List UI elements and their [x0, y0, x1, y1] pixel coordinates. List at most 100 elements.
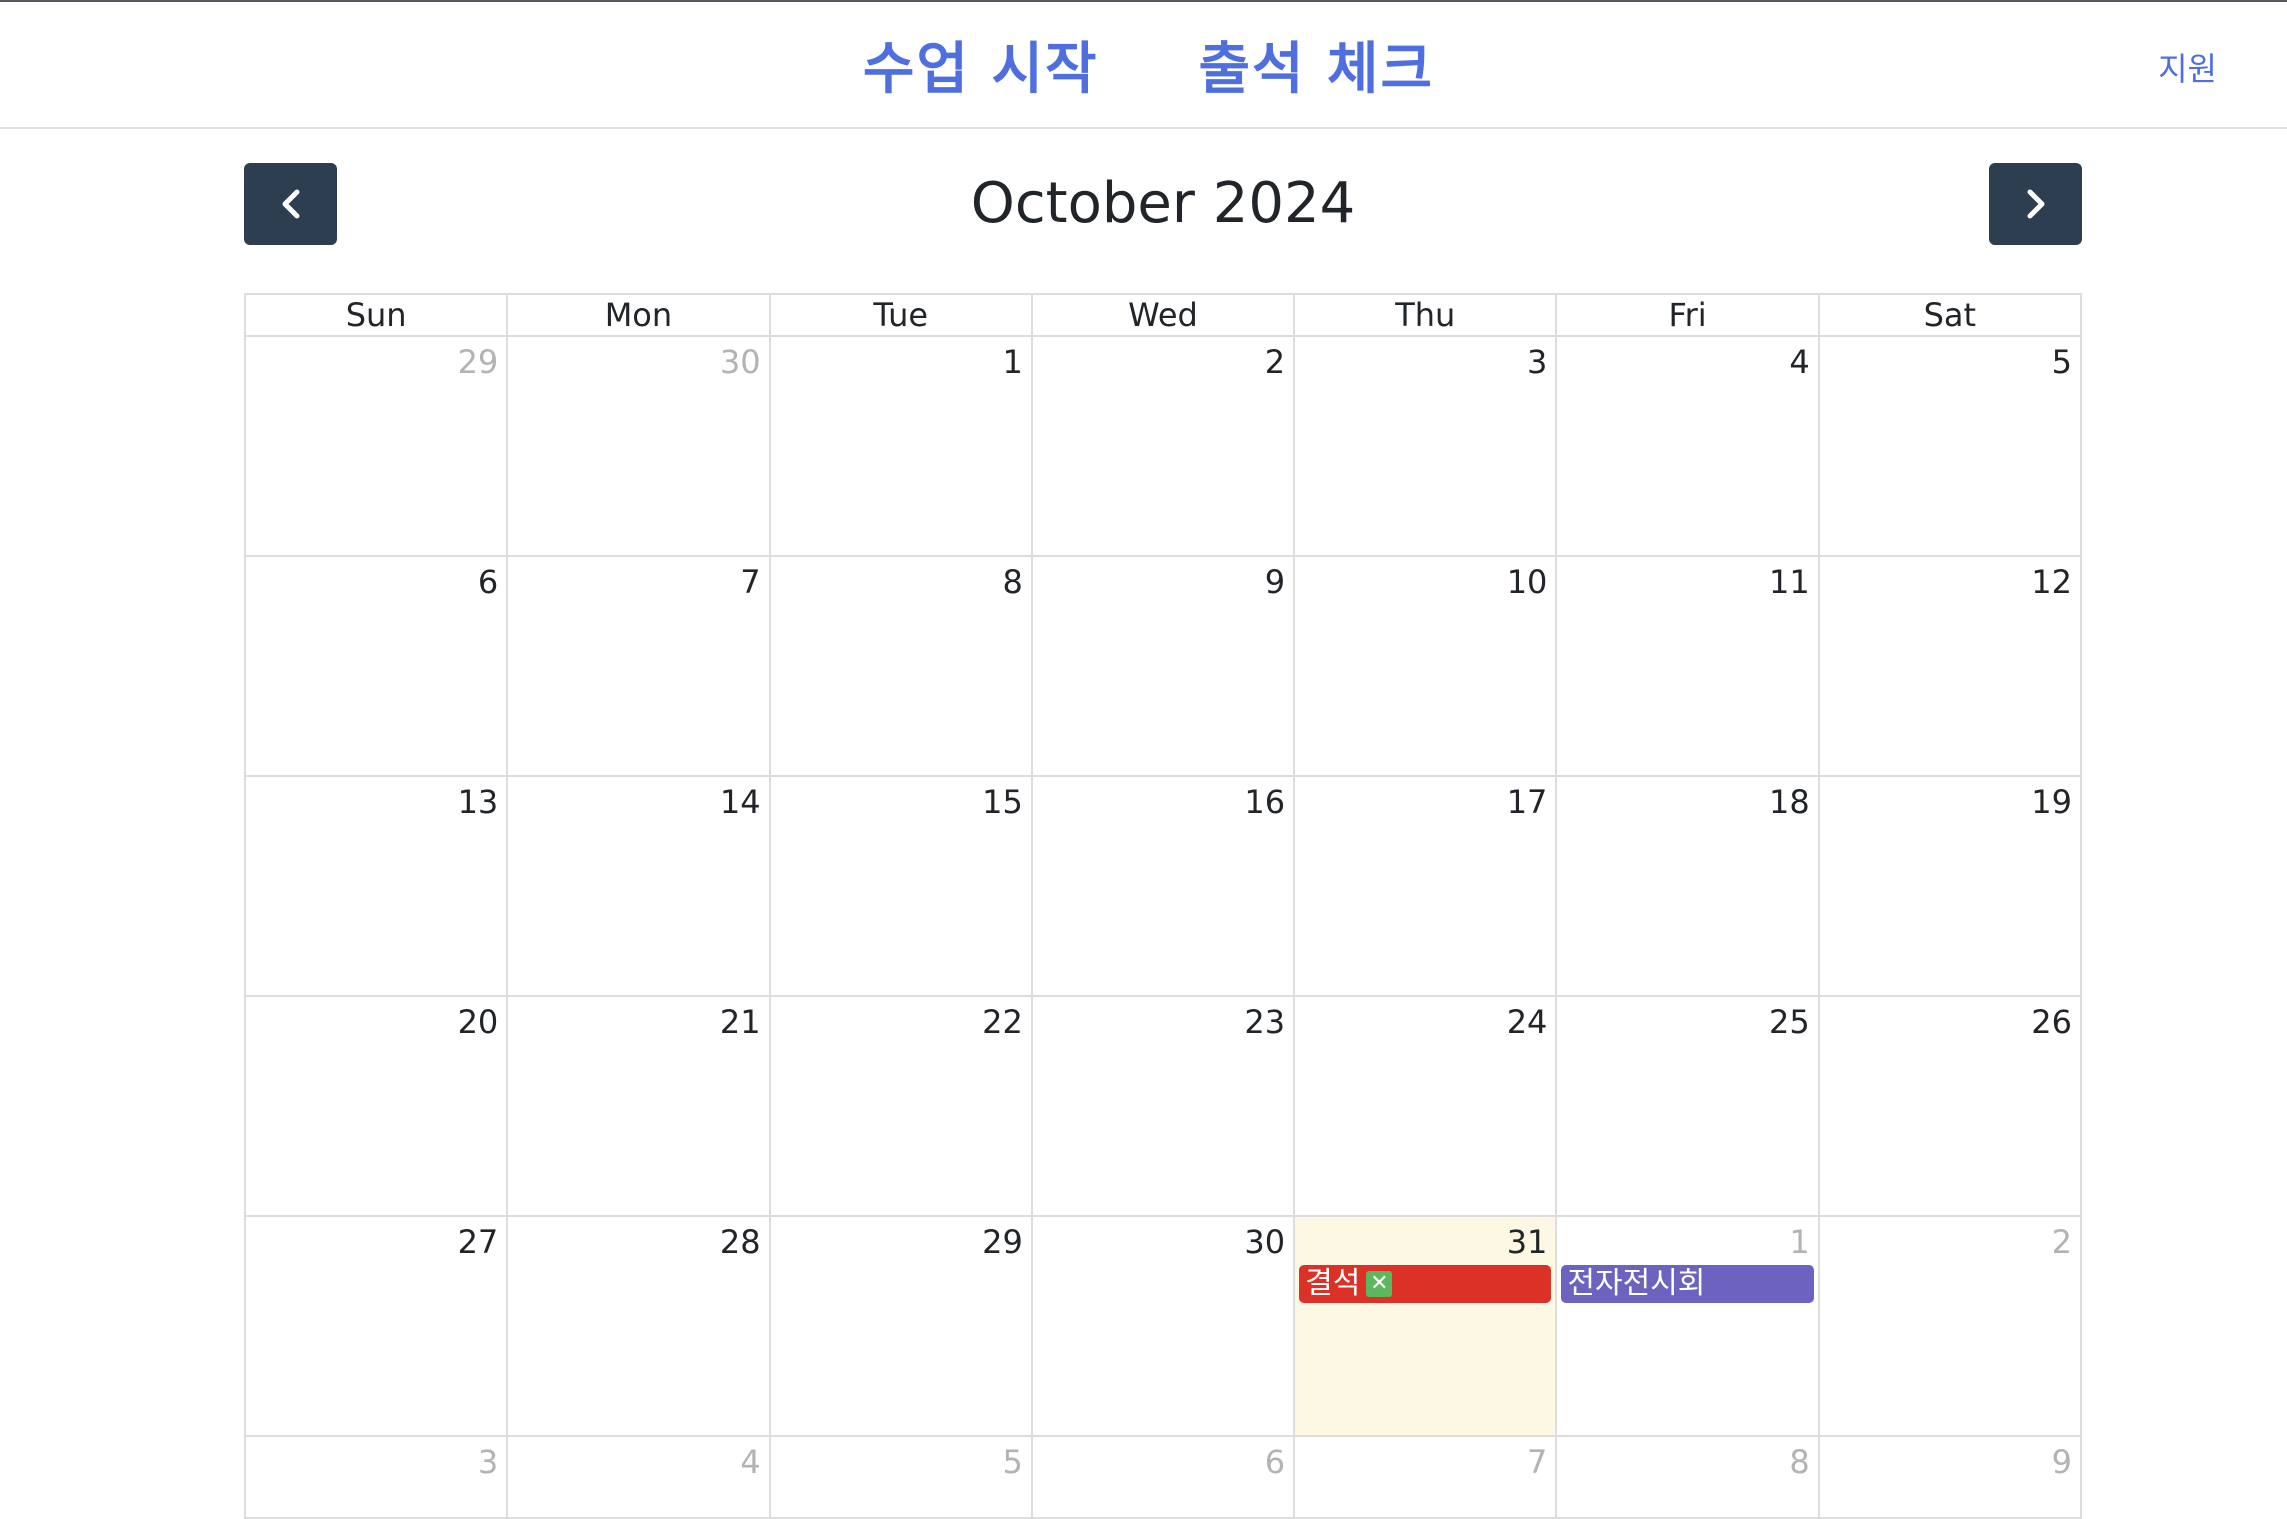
- day-number: 3: [1527, 343, 1548, 381]
- day-cell[interactable]: 28: [506, 1215, 771, 1437]
- day-cell[interactable]: 5: [768, 1435, 1033, 1519]
- day-cell[interactable]: 1: [768, 335, 1033, 557]
- day-cell[interactable]: 9: [1030, 555, 1296, 777]
- day-number: 13: [457, 783, 499, 821]
- calendar-week-row: 20 21 22 23 24 25 26: [243, 995, 2083, 1217]
- day-number: 25: [1768, 1003, 1810, 1041]
- calendar-event[interactable]: 전자전시회: [1561, 1265, 1814, 1303]
- event-title: 결석: [1305, 1266, 1361, 1301]
- day-number: 4: [1789, 343, 1810, 381]
- day-cell[interactable]: 10: [1293, 555, 1558, 777]
- day-cell[interactable]: 29: [243, 335, 509, 557]
- day-cell[interactable]: 7: [1293, 1435, 1558, 1519]
- day-cell[interactable]: 17: [1293, 775, 1558, 997]
- day-number: 17: [1506, 783, 1548, 821]
- day-cell[interactable]: 19: [1817, 775, 2083, 997]
- weekday-header: Sun: [243, 293, 509, 337]
- day-cell[interactable]: 27: [243, 1215, 509, 1437]
- day-cell[interactable]: 13: [243, 775, 509, 997]
- event-title: 전자전시회: [1567, 1266, 1706, 1301]
- day-cell[interactable]: 31 결석 ✕: [1293, 1215, 1558, 1437]
- chevron-left-icon: [282, 189, 299, 219]
- day-number: 7: [740, 563, 761, 601]
- day-cell[interactable]: 30: [506, 335, 771, 557]
- absent-x-icon: ✕: [1366, 1271, 1393, 1297]
- day-cell[interactable]: 24: [1293, 995, 1558, 1217]
- day-cell[interactable]: 14: [506, 775, 771, 997]
- day-cell[interactable]: 25: [1555, 995, 1820, 1217]
- day-number: 3: [477, 1443, 499, 1481]
- next-month-button[interactable]: [1989, 163, 2082, 245]
- prev-month-button[interactable]: [244, 163, 337, 245]
- weekday-header: Fri: [1555, 293, 1820, 337]
- day-cell[interactable]: 3: [1293, 335, 1558, 557]
- calendar-event[interactable]: 결석 ✕: [1299, 1265, 1552, 1303]
- day-number: 6: [1264, 1443, 1286, 1481]
- day-number: 21: [719, 1003, 761, 1041]
- day-number: 10: [1506, 563, 1548, 601]
- day-cell[interactable]: 22: [768, 995, 1033, 1217]
- weekday-header-row: Sun Mon Tue Wed Thu Fri Sat: [243, 293, 2083, 337]
- day-cell[interactable]: 2: [1030, 335, 1296, 557]
- day-cell[interactable]: 6: [1030, 1435, 1296, 1519]
- day-number: 5: [1002, 1443, 1023, 1481]
- calendar-toolbar: October 2024: [244, 163, 2082, 245]
- day-number: 5: [2051, 343, 2072, 381]
- day-number: 11: [1768, 563, 1810, 601]
- day-number: 9: [1264, 563, 1286, 601]
- day-cell[interactable]: 8: [768, 555, 1033, 777]
- day-cell[interactable]: 16: [1030, 775, 1296, 997]
- day-cell[interactable]: 15: [768, 775, 1033, 997]
- calendar-week-row: 27 28 29 30 31 결석 ✕ 1 전자전시회 2: [243, 1215, 2083, 1437]
- day-cell[interactable]: 2: [1817, 1215, 2083, 1437]
- day-number: 31: [1506, 1223, 1548, 1261]
- day-cell[interactable]: 11: [1555, 555, 1820, 777]
- day-number: 2: [2051, 1223, 2072, 1261]
- day-cell[interactable]: 4: [1555, 335, 1820, 557]
- day-number: 23: [1244, 1003, 1286, 1041]
- day-cell[interactable]: 12: [1817, 555, 2083, 777]
- day-cell[interactable]: 1 전자전시회: [1555, 1215, 1820, 1437]
- day-number: 1: [1002, 343, 1023, 381]
- weekday-header: Mon: [506, 293, 771, 337]
- day-cell[interactable]: 3: [243, 1435, 509, 1519]
- day-cell[interactable]: 23: [1030, 995, 1296, 1217]
- weekday-header: Thu: [1293, 293, 1558, 337]
- top-nav-bar: 수업 시작 출석 체크 지원: [0, 2, 2287, 129]
- day-cell[interactable]: 4: [506, 1435, 771, 1519]
- month-title: October 2024: [970, 171, 1356, 236]
- day-cell[interactable]: 26: [1817, 995, 2083, 1217]
- day-number: 22: [982, 1003, 1023, 1041]
- calendar-week-row: 6 7 8 9 10 11 12: [243, 555, 2083, 777]
- calendar-week-row: 3 4 5 6 7 8 9: [243, 1435, 2083, 1519]
- calendar-week-row: 29 30 1 2 3 4 5: [243, 335, 2083, 557]
- day-number: 20: [457, 1003, 499, 1041]
- day-cell[interactable]: 8: [1555, 1435, 1820, 1519]
- day-number: 8: [1002, 563, 1023, 601]
- day-cell[interactable]: 29: [768, 1215, 1033, 1437]
- day-number: 19: [2031, 783, 2072, 821]
- month-calendar-grid: Sun Mon Tue Wed Thu Fri Sat 29 30 1 2 3 4 5 6 7 8 9 10 11 1…: [243, 293, 2083, 1519]
- day-cell[interactable]: 5: [1817, 335, 2083, 557]
- day-cell[interactable]: 30: [1030, 1215, 1296, 1437]
- day-number: 30: [1244, 1223, 1286, 1261]
- day-number: 8: [1789, 1443, 1810, 1481]
- day-cell[interactable]: 18: [1555, 775, 1820, 997]
- day-cell[interactable]: 6: [243, 555, 509, 777]
- day-cell[interactable]: 21: [506, 995, 771, 1217]
- day-number: 1: [1789, 1223, 1810, 1261]
- day-number: 12: [2031, 563, 2072, 601]
- nav-attendance-check[interactable]: 출석 체크: [1198, 37, 1435, 102]
- support-link[interactable]: 지원: [2158, 50, 2217, 88]
- day-cell[interactable]: 7: [506, 555, 771, 777]
- day-number: 4: [740, 1443, 761, 1481]
- day-cell[interactable]: 20: [243, 995, 509, 1217]
- main-nav: 수업 시작 출석 체크: [0, 2, 2287, 127]
- day-number: 26: [2031, 1003, 2072, 1041]
- weekday-header: Wed: [1030, 293, 1296, 337]
- day-cell[interactable]: 9: [1817, 1435, 2083, 1519]
- calendar-week-row: 13 14 15 16 17 18 19: [243, 775, 2083, 997]
- nav-start-class[interactable]: 수업 시작: [862, 37, 1099, 102]
- day-number: 28: [719, 1223, 761, 1261]
- day-number: 15: [982, 783, 1023, 821]
